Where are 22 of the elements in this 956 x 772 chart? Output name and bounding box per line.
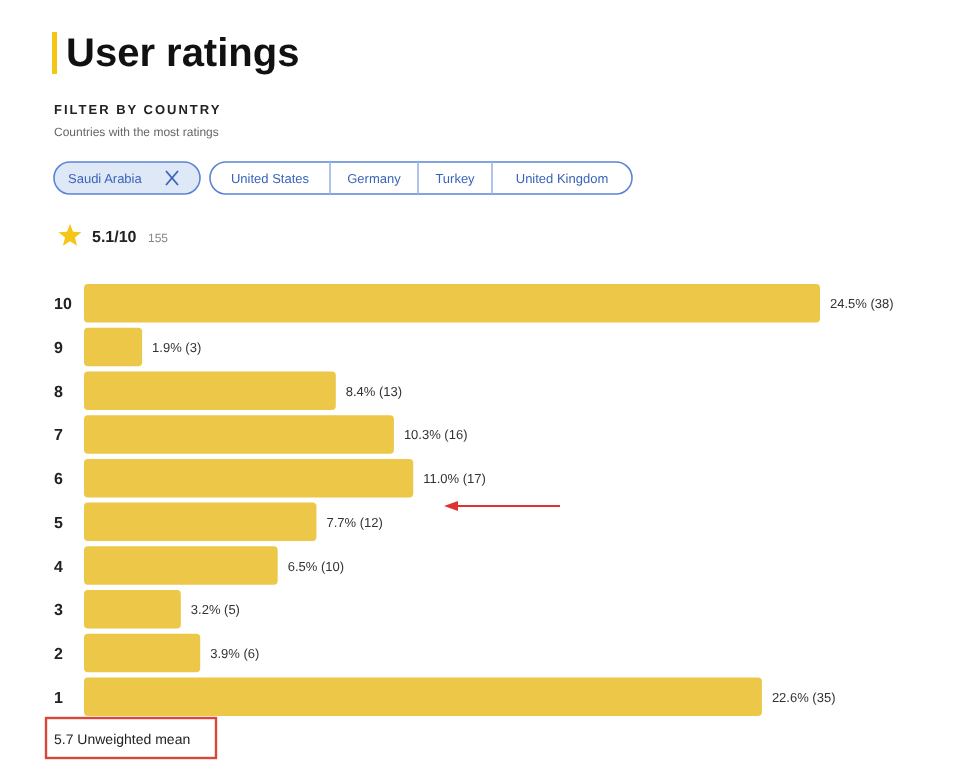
y-tick-label: 4 (54, 557, 64, 576)
bar (84, 371, 336, 410)
bar (84, 677, 762, 716)
y-tick-label: 8 (54, 382, 64, 401)
y-tick-label: 10 (54, 295, 73, 314)
y-tick-label: 1 (54, 688, 64, 707)
bar (84, 633, 201, 673)
chart-title: User ratings (66, 32, 300, 76)
text: 5.1/10 (92, 228, 138, 246)
bar (84, 546, 278, 585)
y-tick-label: 6 (54, 470, 64, 489)
bar (84, 502, 317, 542)
bar (84, 458, 414, 498)
y-tick-label: 5 (54, 513, 64, 532)
bar (84, 590, 181, 629)
y-tick-label: 3 (54, 601, 64, 620)
y-tick-label: 9 (54, 338, 64, 357)
bar (84, 284, 820, 323)
bar (84, 415, 394, 454)
y-tick-label: 2 (54, 645, 64, 664)
bar (84, 327, 143, 367)
y-tick-label: 7 (54, 426, 64, 445)
